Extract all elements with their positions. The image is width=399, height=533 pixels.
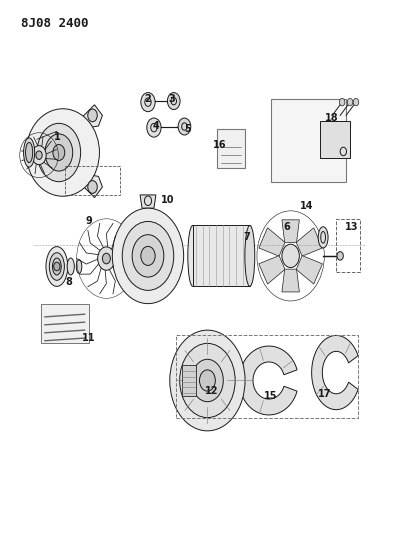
Ellipse shape (76, 260, 82, 273)
Circle shape (147, 118, 161, 137)
Circle shape (122, 221, 174, 290)
Circle shape (103, 253, 111, 264)
Text: 11: 11 (82, 333, 95, 343)
Text: 8: 8 (65, 277, 72, 287)
Polygon shape (296, 228, 322, 256)
Bar (217, 128, 245, 168)
Text: 9: 9 (85, 216, 92, 227)
Circle shape (36, 151, 42, 159)
Circle shape (337, 252, 343, 260)
Polygon shape (296, 256, 322, 284)
Circle shape (180, 343, 235, 418)
Polygon shape (259, 256, 285, 284)
Polygon shape (79, 174, 103, 198)
Polygon shape (140, 195, 156, 208)
Polygon shape (79, 105, 103, 128)
Text: 5: 5 (184, 124, 191, 134)
Circle shape (132, 235, 164, 277)
Text: 1: 1 (53, 132, 60, 142)
Text: 14: 14 (300, 200, 313, 211)
Ellipse shape (53, 258, 61, 275)
Ellipse shape (49, 253, 64, 280)
Ellipse shape (26, 109, 99, 196)
Text: 6: 6 (283, 222, 290, 232)
Bar (271, 100, 346, 182)
Ellipse shape (67, 258, 74, 275)
Text: 4: 4 (152, 121, 159, 131)
Circle shape (282, 244, 299, 268)
Circle shape (113, 208, 184, 304)
Bar (41, 304, 89, 343)
Bar (65, 166, 120, 195)
Ellipse shape (188, 225, 198, 286)
Text: 8J08 2400: 8J08 2400 (21, 17, 89, 30)
Polygon shape (312, 335, 358, 410)
Text: 3: 3 (168, 94, 175, 104)
Circle shape (37, 123, 81, 182)
Bar (336, 219, 360, 272)
Text: 13: 13 (345, 222, 359, 232)
Circle shape (347, 99, 353, 106)
Text: 10: 10 (161, 195, 174, 205)
Text: 16: 16 (213, 140, 226, 150)
Circle shape (88, 181, 97, 193)
Polygon shape (259, 228, 285, 256)
Text: 18: 18 (326, 113, 339, 123)
Circle shape (170, 330, 245, 431)
Circle shape (88, 109, 97, 122)
Circle shape (45, 134, 73, 171)
Circle shape (178, 118, 191, 135)
Circle shape (168, 93, 180, 110)
Text: 17: 17 (318, 389, 331, 399)
Polygon shape (306, 131, 320, 142)
Circle shape (340, 99, 345, 106)
Bar (320, 120, 350, 158)
Circle shape (32, 146, 46, 165)
Circle shape (141, 246, 155, 265)
Bar (176, 335, 358, 418)
Polygon shape (282, 269, 299, 292)
Circle shape (353, 99, 359, 106)
Text: 12: 12 (205, 386, 218, 396)
Ellipse shape (318, 227, 328, 248)
Polygon shape (282, 220, 299, 243)
Bar (182, 365, 196, 397)
Circle shape (53, 144, 65, 160)
Text: 7: 7 (244, 232, 251, 243)
Ellipse shape (26, 142, 33, 163)
Bar (193, 225, 250, 286)
Circle shape (192, 359, 223, 402)
Text: 2: 2 (144, 94, 151, 104)
Circle shape (200, 370, 215, 391)
Text: 15: 15 (264, 391, 278, 401)
Polygon shape (239, 346, 297, 415)
Circle shape (98, 247, 115, 270)
Circle shape (141, 93, 155, 112)
Ellipse shape (24, 138, 35, 167)
Circle shape (54, 262, 60, 271)
Ellipse shape (46, 247, 68, 286)
Ellipse shape (245, 225, 255, 286)
